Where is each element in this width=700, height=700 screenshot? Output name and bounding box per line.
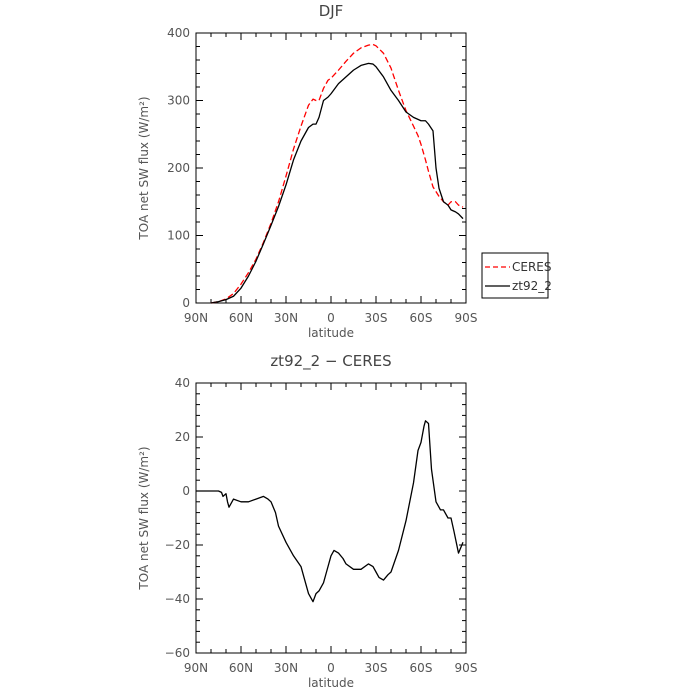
y-tick-label: 300 — [167, 94, 190, 108]
y-tick-label: 400 — [167, 26, 190, 40]
x-tick-label: 60S — [410, 311, 433, 325]
y-tick-label: 20 — [175, 430, 190, 444]
chart-title: zt92_2 − CERES — [270, 352, 391, 371]
y-tick-label: 0 — [182, 484, 190, 498]
x-tick-label: 30S — [365, 311, 388, 325]
y-tick-label: −60 — [165, 646, 190, 660]
y-tick-label: 40 — [175, 376, 190, 390]
y-tick-label: −20 — [165, 538, 190, 552]
y-tick-label: 100 — [167, 229, 190, 243]
y-axis-label: TOA net SW flux (W/m²) — [137, 446, 151, 590]
x-tick-label: 90S — [455, 661, 478, 675]
x-tick-label: 60N — [229, 311, 253, 325]
x-tick-label: 90N — [184, 311, 208, 325]
x-tick-label: 30N — [274, 661, 298, 675]
series-line-difference — [196, 420, 464, 603]
legend-label: zt92_2 — [512, 279, 552, 293]
x-tick-label: 90S — [455, 311, 478, 325]
plot-frame — [195, 32, 467, 304]
chart-title: DJF — [319, 2, 344, 20]
legend-box — [481, 252, 549, 299]
series-line-ceres — [210, 43, 464, 304]
x-tick-label: 90N — [184, 661, 208, 675]
series-line-zt92-2 — [210, 62, 464, 304]
x-axis-label: latitude — [308, 326, 354, 340]
x-tick-label: 60S — [410, 661, 433, 675]
y-tick-label: 200 — [167, 161, 190, 175]
y-axis-label: TOA net SW flux (W/m²) — [137, 96, 151, 240]
x-tick-label: 30S — [365, 661, 388, 675]
plot-frame — [195, 382, 467, 654]
x-tick-label: 60N — [229, 661, 253, 675]
y-tick-label: 0 — [182, 296, 190, 310]
x-tick-label: 30N — [274, 311, 298, 325]
x-tick-label: 0 — [327, 661, 335, 675]
x-axis-label: latitude — [308, 676, 354, 690]
y-tick-label: −40 — [165, 592, 190, 606]
legend-label: CERES — [512, 260, 552, 274]
x-tick-label: 0 — [327, 311, 335, 325]
